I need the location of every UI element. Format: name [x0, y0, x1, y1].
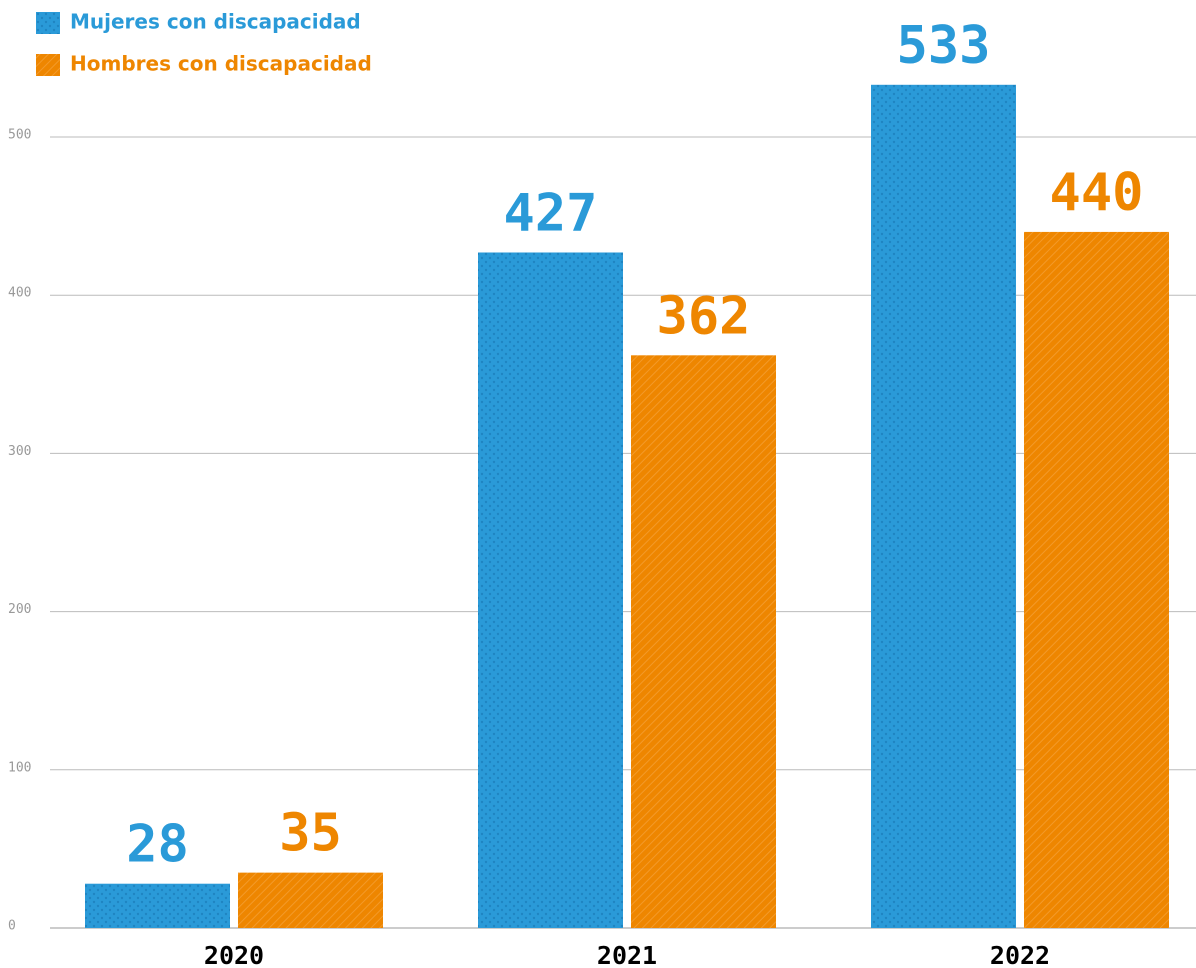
y-tick-label: 100: [8, 760, 31, 775]
value-label: 28: [126, 815, 189, 875]
y-tick-label: 400: [8, 286, 31, 301]
x-tick-label: 2020: [204, 941, 264, 968]
legend-swatch: [36, 54, 60, 76]
bar: [631, 355, 776, 928]
value-label: 362: [657, 286, 751, 346]
value-label: 440: [1050, 163, 1144, 223]
y-tick-label: 500: [8, 128, 31, 143]
bar: [85, 883, 230, 928]
y-tick-label: 200: [8, 602, 31, 617]
value-label: 35: [279, 804, 342, 864]
bar: [478, 252, 623, 929]
bar: [871, 84, 1016, 928]
x-tick-label: 2021: [597, 941, 657, 968]
y-tick-label: 300: [8, 444, 31, 459]
legend-label: Mujeres con discapacidad: [70, 10, 361, 34]
legend-swatch: [36, 12, 60, 34]
y-tick-label: 0: [8, 919, 16, 934]
value-label: 427: [504, 183, 598, 243]
value-label: 533: [897, 16, 991, 76]
bar: [238, 872, 383, 928]
x-tick-label: 2022: [990, 941, 1050, 968]
legend-label: Hombres con discapacidad: [70, 52, 372, 76]
bar: [1024, 231, 1169, 929]
